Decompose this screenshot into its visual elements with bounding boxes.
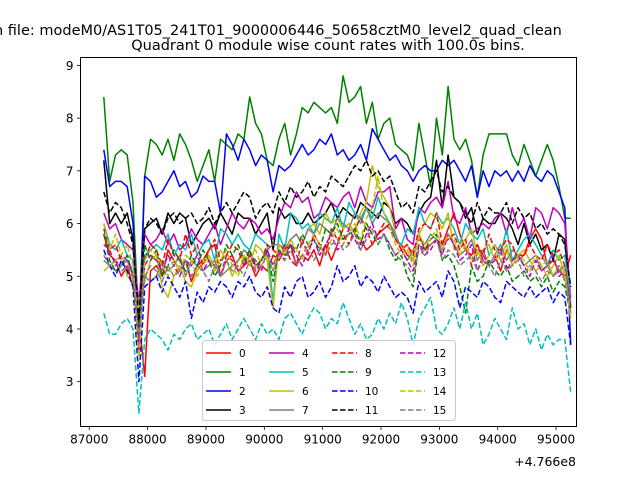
x-offset-label: +4.766e8 [514, 454, 576, 469]
series-line-12 [103, 222, 572, 341]
legend-label: 3 [239, 405, 246, 417]
series-line-13 [103, 296, 572, 415]
legend-label: 13 [433, 367, 446, 379]
plot-frame [80, 57, 577, 427]
x-axis: 87000 88000 89000 90000 91000 92000 93000 94000… [70, 426, 575, 447]
series-line-15 [103, 228, 572, 336]
x-tick-label: 95000 [537, 433, 575, 447]
x-tick-label: 91000 [304, 433, 342, 447]
legend-label: 8 [365, 348, 372, 360]
figure-suptitle: n file: modeM0/AS1T05_241T01_9000006446_… [0, 23, 562, 39]
series-line-2 [103, 127, 572, 357]
legend-label: 14 [433, 386, 447, 398]
y-tick-label: 8 [66, 112, 74, 126]
x-tick-label: 90000 [245, 433, 283, 447]
y-tick-label: 5 [66, 270, 74, 284]
legend-label: 2 [239, 386, 246, 398]
legend-label: 7 [302, 405, 309, 417]
legend-label: 11 [365, 405, 378, 417]
legend-label: 0 [239, 348, 246, 360]
legend-label: 9 [365, 367, 372, 379]
series-line-8 [103, 212, 572, 351]
series-line-1 [103, 75, 571, 330]
legend-box [202, 340, 456, 421]
y-tick-label: 4 [66, 322, 74, 336]
x-tick-label: 88000 [129, 433, 167, 447]
x-tick-label: 93000 [420, 433, 458, 447]
series-line-9 [103, 222, 572, 341]
y-tick-label: 9 [66, 59, 74, 73]
chart-title: Quadrant 0 module wise count rates with … [131, 38, 525, 54]
y-tick-label: 7 [66, 164, 74, 178]
x-tick-label: 94000 [479, 433, 517, 447]
y-tick-label: 6 [66, 217, 74, 231]
y-tick-label: 3 [66, 375, 74, 389]
plot-area [103, 75, 572, 415]
legend-label: 12 [433, 348, 446, 360]
x-tick-label: 89000 [187, 433, 225, 447]
series-line-14 [103, 175, 572, 362]
legend-label: 5 [302, 367, 309, 379]
x-tick-label: 87000 [70, 433, 108, 447]
series-line-5 [103, 196, 572, 357]
legend-label: 4 [302, 348, 309, 360]
series-line-7 [103, 206, 572, 304]
legend-label: 6 [302, 386, 309, 398]
y-axis: 3 4 5 6 7 8 9 [66, 59, 81, 389]
legend-label: 15 [433, 405, 446, 417]
series-line-10 [103, 249, 572, 383]
x-tick-label: 92000 [362, 433, 400, 447]
series-line-6 [103, 164, 572, 319]
series-line-11 [103, 159, 572, 320]
legend-label: 1 [239, 367, 246, 379]
series-line-4 [103, 180, 572, 304]
legend-label: 10 [365, 386, 378, 398]
